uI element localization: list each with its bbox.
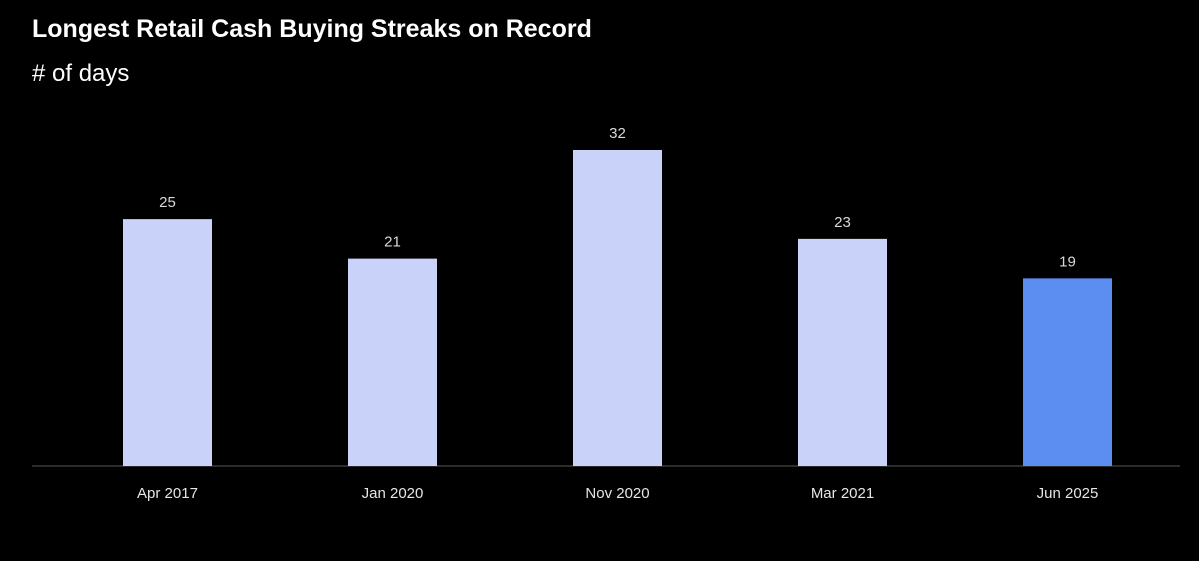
x-tick-label: Apr 2017 bbox=[137, 485, 198, 502]
bar-jun-2025 bbox=[1023, 278, 1112, 466]
bar-nov-2020 bbox=[573, 150, 662, 466]
x-tick-label: Jan 2020 bbox=[362, 485, 424, 502]
data-label: 19 bbox=[1059, 253, 1076, 270]
x-tick-label: Mar 2021 bbox=[811, 485, 874, 502]
data-label: 21 bbox=[384, 234, 401, 251]
data-label: 25 bbox=[159, 194, 176, 211]
bar-jan-2020 bbox=[348, 258, 437, 466]
x-tick-label: Jun 2025 bbox=[1037, 485, 1099, 502]
chart-subtitle: # of days bbox=[32, 60, 130, 87]
data-label: 23 bbox=[834, 214, 851, 231]
x-tick-label: Nov 2020 bbox=[585, 485, 649, 502]
chart-title: Longest Retail Cash Buying Streaks on Re… bbox=[32, 15, 592, 43]
bar-apr-2017 bbox=[123, 219, 212, 466]
data-label: 32 bbox=[609, 125, 626, 142]
bar-mar-2021 bbox=[798, 238, 887, 466]
